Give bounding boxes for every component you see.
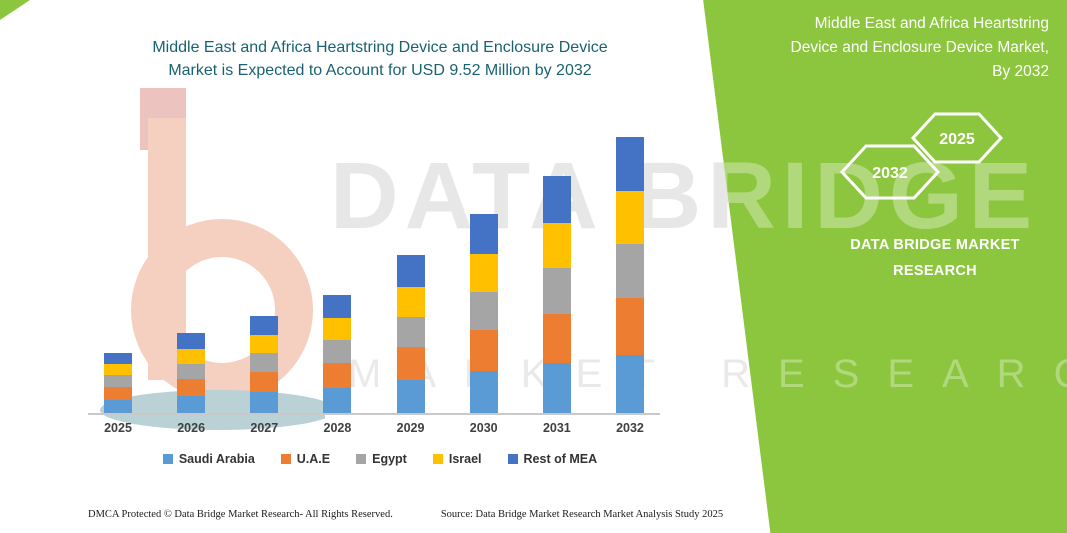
legend-label: Saudi Arabia	[178, 452, 255, 466]
x-axis-label: 2028	[323, 421, 352, 435]
bar-segment-2030	[469, 253, 498, 292]
bar-segment-2026	[177, 395, 206, 413]
bar-segment-2026	[177, 378, 206, 396]
x-axis-label: 2031	[542, 421, 571, 435]
bar-segment-2028	[323, 387, 352, 413]
brand-name-line1: DATA BRIDGE MARKET	[850, 237, 1020, 253]
bar-segment-2028	[323, 294, 352, 319]
bar-segment-2029	[396, 379, 425, 413]
chart-title-line1: Middle East and Africa Heartstring Devic…	[152, 39, 608, 56]
bar-segment-2030	[469, 291, 498, 330]
bar-segment-2032	[615, 136, 644, 192]
bar-2030	[469, 213, 498, 413]
bar-segment-2029	[396, 316, 425, 348]
x-axis-label: 2029	[396, 421, 425, 435]
legend-label: U.A.E	[296, 452, 331, 466]
plot-area: 2025 2026 2027 2028 2029 2030 2031 2032	[88, 123, 660, 435]
chart-title-line2: Market is Expected to Account for USD 9.…	[168, 62, 592, 80]
x-axis-label: 2026	[177, 421, 206, 435]
legend-label: Egypt	[372, 452, 407, 466]
chart-title: Middle East and Africa Heartstring Devic…	[95, 36, 665, 82]
bar-segment-2026	[177, 333, 206, 350]
bar-segment-2030	[469, 213, 498, 254]
dbmr-logo-watermark	[100, 88, 325, 430]
logo-bowl	[131, 219, 313, 401]
bar-2032	[615, 136, 644, 413]
logo-red-block	[140, 88, 186, 150]
bar-segment-2026	[177, 363, 206, 379]
bar-segment-2032	[615, 243, 644, 298]
x-axis-label: 2032	[616, 421, 644, 435]
bar-segment-2027	[250, 392, 279, 413]
legend: Saudi Arabia U.A.E Egypt Israel Rest of MEA	[95, 452, 665, 466]
bar-segment-2031	[542, 313, 571, 364]
bar-segment-2028	[323, 362, 352, 388]
legend-item: U.A.E	[280, 452, 331, 466]
bar-2026	[177, 333, 206, 413]
legend-swatch	[356, 454, 367, 464]
bar-2029	[396, 255, 425, 413]
side-panel-heading-line3: By 2032	[992, 63, 1049, 81]
x-axis-label: 2025	[104, 421, 132, 435]
x-axis-label: 2027	[250, 421, 279, 435]
bar-segment-2031	[542, 176, 571, 224]
bar-segment-2030	[469, 329, 498, 371]
bar-segment-2025	[104, 399, 132, 413]
bars-row	[88, 123, 660, 415]
bar-segment-2032	[615, 191, 644, 244]
hexagon-2032-label: 2032	[872, 165, 908, 182]
bar-2027	[250, 315, 279, 413]
bar-segment-2028	[323, 318, 352, 341]
bar-segment-2029	[396, 347, 425, 380]
bar-segment-2027	[250, 371, 279, 393]
legend-item: Saudi Arabia	[162, 452, 255, 466]
bar-segment-2031	[542, 223, 571, 269]
x-labels-row: 2025 2026 2027 2028 2029 2030 2031 2032	[88, 421, 660, 435]
bar-segment-2026	[177, 349, 206, 364]
bar-segment-2032	[615, 297, 644, 355]
side-panel-heading: Middle East and Africa Heartstring Devic…	[719, 12, 1049, 84]
source-note: Source: Data Bridge Market Research Mark…	[440, 509, 724, 520]
bar-segment-2025	[104, 352, 132, 365]
hexagon-2025	[910, 112, 1004, 164]
bar-segment-2031	[542, 363, 571, 413]
bar-segment-2027	[250, 315, 279, 336]
legend-swatch	[280, 454, 291, 464]
side-panel-heading-line2: Device and Enclosure Device Market,	[790, 39, 1049, 57]
dmca-notice: DMCA Protected © Data Bridge Market Rese…	[88, 509, 393, 520]
bar-segment-2025	[104, 364, 132, 376]
side-panel-heading-line1: Middle East and Africa Heartstring	[814, 15, 1049, 32]
legend-item: Israel	[432, 452, 482, 466]
bar-segment-2025	[104, 386, 132, 400]
legend-swatch	[162, 454, 173, 464]
bar-segment-2030	[469, 371, 498, 413]
x-axis-label: 2030	[469, 421, 498, 435]
brand-name: DATA BRIDGE MARKET RESEARCH	[805, 232, 1065, 284]
bar-2028	[323, 294, 352, 413]
bar-segment-2029	[396, 287, 425, 317]
legend-item: Egypt	[356, 452, 407, 466]
legend-swatch	[432, 454, 443, 464]
bar-segment-2031	[542, 268, 571, 314]
bar-segment-2025	[104, 375, 132, 387]
legend-item: Rest of MEA	[507, 452, 598, 466]
footer: DMCA Protected © Data Bridge Market Rese…	[88, 509, 723, 520]
legend-label: Israel	[448, 452, 482, 466]
legend-label: Rest of MEA	[523, 452, 598, 466]
hexagon-2032	[839, 144, 941, 200]
legend-swatch	[507, 454, 518, 464]
bar-segment-2029	[396, 255, 425, 288]
hexagon-year-badges: 2025 2032	[839, 112, 1004, 200]
hexagon-2025-label: 2025	[939, 131, 975, 148]
bar-segment-2027	[250, 335, 279, 354]
bar-segment-2027	[250, 353, 279, 372]
corner-triangle-accent	[0, 0, 30, 20]
bar-segment-2028	[323, 340, 352, 363]
bar-2025	[104, 352, 132, 413]
bar-2031	[542, 176, 571, 413]
brand-name-line2: RESEARCH	[893, 263, 977, 280]
bar-segment-2032	[615, 355, 644, 413]
